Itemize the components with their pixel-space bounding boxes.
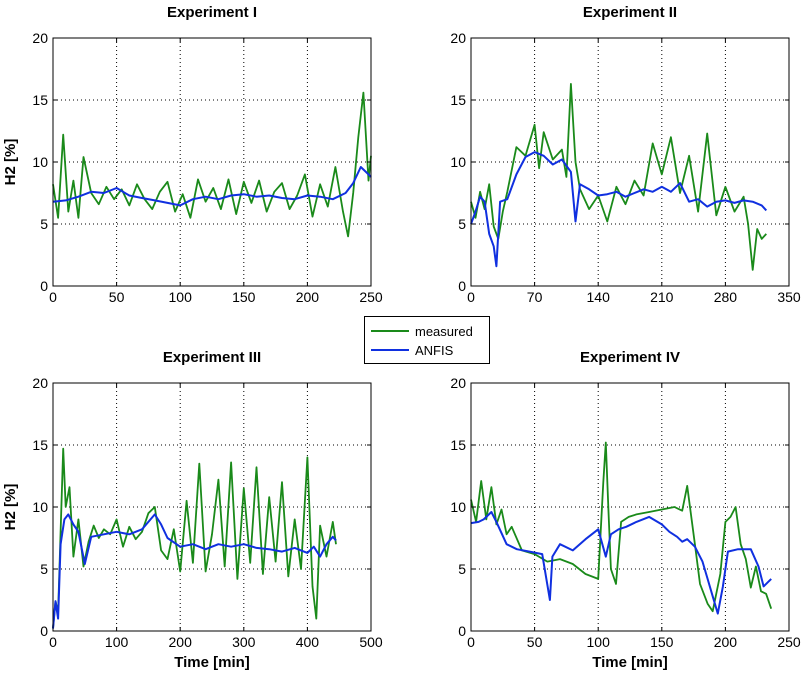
series-line-anfis [52, 513, 337, 629]
legend: measured ANFIS [364, 316, 490, 364]
x-tick-label: 0 [49, 289, 57, 305]
y-tick-label: 0 [40, 278, 48, 294]
chart-title: Experiment II [583, 4, 677, 21]
y-tick-label: 10 [32, 499, 48, 515]
y-tick-label: 5 [458, 216, 466, 232]
chart-title: Experiment IV [580, 349, 680, 366]
series-line-measured [470, 441, 773, 613]
chart-panel-4: 0 50 100 150 200 250 0 5 10 15 20 Experiment IV Time… [450, 349, 800, 671]
x-tick-label: 100 [587, 634, 611, 650]
x-tick-label: 0 [467, 289, 475, 305]
chart-panel-2: 0 70 140 210 280 350 0 5 10 15 20 Experiment II [450, 4, 800, 305]
x-tick-label: 0 [49, 634, 57, 650]
series-line-anfis [52, 166, 372, 207]
x-tick-label: 100 [169, 289, 193, 305]
series-line-anfis [470, 511, 772, 615]
x-tick-label: 150 [650, 634, 674, 650]
x-tick-label: 200 [296, 289, 320, 305]
y-tick-label: 15 [450, 437, 466, 453]
x-tick-label: 200 [714, 634, 738, 650]
chart-title: Experiment I [167, 4, 257, 21]
plot-area [53, 38, 371, 286]
x-tick-label: 280 [714, 289, 738, 305]
y-tick-label: 10 [450, 154, 466, 170]
x-tick-label: 300 [232, 634, 256, 650]
x-tick-label: 400 [296, 634, 320, 650]
legend-label-measured: measured [415, 323, 473, 339]
y-axis-label: H2 [%] [2, 139, 19, 186]
y-tick-label: 0 [458, 278, 466, 294]
x-tick-label: 50 [527, 634, 543, 650]
series-line-measured [52, 91, 372, 238]
y-tick-label: 5 [458, 561, 466, 577]
y-tick-label: 15 [32, 437, 48, 453]
y-tick-label: 10 [450, 499, 466, 515]
chart-panel-1: 0 50 100 150 200 250 0 5 10 15 20 Experiment I H2 [%… [2, 4, 383, 305]
x-tick-label: 140 [587, 289, 611, 305]
x-axis-label: Time [min] [174, 654, 250, 671]
y-tick-label: 15 [32, 92, 48, 108]
chart-title: Experiment III [163, 349, 261, 366]
y-tick-label: 5 [40, 561, 48, 577]
y-axis-label: H2 [%] [2, 484, 19, 531]
legend-label-anfis: ANFIS [415, 342, 454, 358]
legend-entry-measured: measured [371, 322, 473, 340]
y-tick-label: 20 [450, 375, 466, 391]
x-tick-label: 50 [109, 289, 125, 305]
y-tick-label: 10 [32, 154, 48, 170]
y-tick-label: 0 [458, 623, 466, 639]
x-tick-label: 210 [650, 289, 674, 305]
x-tick-label: 100 [105, 634, 129, 650]
y-tick-label: 0 [40, 623, 48, 639]
x-tick-label: 250 [359, 289, 383, 305]
legend-swatch-measured [371, 330, 409, 332]
plot-area [471, 38, 789, 286]
y-tick-label: 20 [32, 30, 48, 46]
x-tick-label: 200 [169, 634, 193, 650]
plot-area [53, 383, 371, 631]
x-axis-label: Time [min] [592, 654, 668, 671]
y-tick-label: 20 [450, 30, 466, 46]
x-tick-label: 350 [777, 289, 801, 305]
x-tick-label: 500 [359, 634, 383, 650]
x-tick-label: 250 [777, 634, 801, 650]
plot-area [471, 383, 789, 631]
y-tick-label: 20 [32, 375, 48, 391]
chart-panel-3: 0 100 200 300 400 500 0 5 10 15 20 Experiment III Ti… [2, 349, 383, 671]
legend-swatch-anfis [371, 349, 409, 351]
series-line-anfis [470, 151, 768, 268]
x-tick-label: 70 [527, 289, 543, 305]
x-tick-label: 0 [467, 634, 475, 650]
x-tick-label: 150 [232, 289, 256, 305]
legend-entry-anfis: ANFIS [371, 341, 453, 359]
y-tick-label: 5 [40, 216, 48, 232]
y-tick-label: 15 [450, 92, 466, 108]
